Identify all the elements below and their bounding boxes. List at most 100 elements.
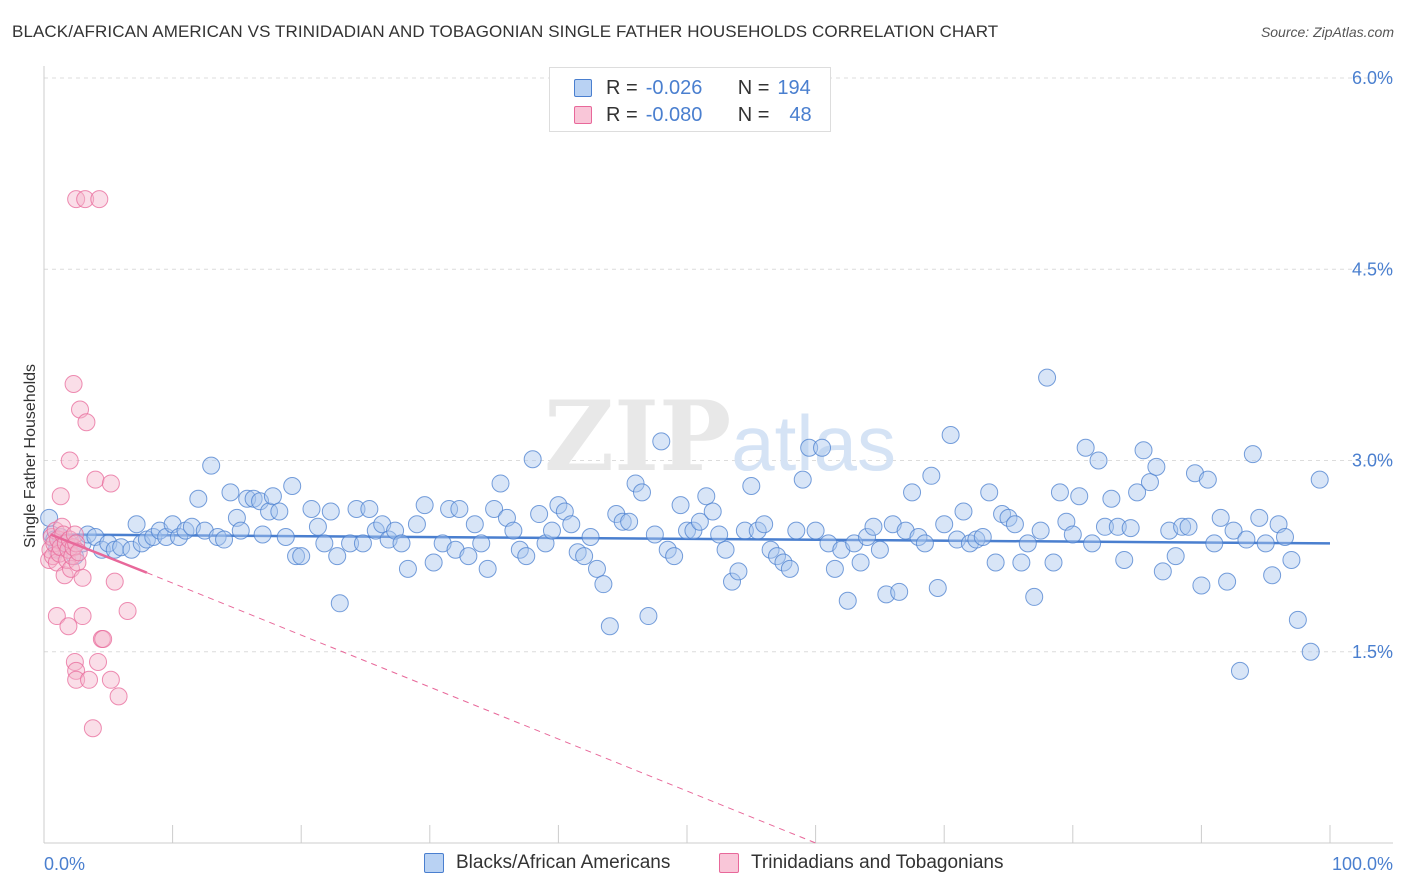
y-tick-label: 6.0% — [1352, 68, 1393, 88]
data-point — [1179, 517, 1198, 536]
data-point — [813, 438, 832, 457]
data-point — [787, 521, 806, 540]
data-point — [353, 534, 372, 553]
data-point — [562, 515, 581, 534]
y-tick-label: 3.0% — [1352, 451, 1393, 471]
y-tick-labels: 1.5% 3.0% 4.5% 6.0% — [1352, 68, 1393, 662]
data-point — [780, 559, 799, 578]
data-point — [440, 499, 459, 518]
legend-n-value: 48 — [789, 103, 812, 126]
data-point — [549, 496, 568, 515]
data-point — [716, 540, 735, 559]
data-point — [105, 572, 124, 591]
data-point — [864, 517, 883, 536]
data-point — [101, 670, 120, 689]
data-point — [221, 483, 240, 502]
data-point — [1063, 525, 1082, 544]
data-point — [360, 499, 379, 518]
legend-r-value: -0.026 — [645, 76, 703, 99]
data-point — [581, 528, 600, 546]
data-point — [1108, 517, 1127, 536]
data-point — [459, 547, 478, 566]
y-tick-label: 1.5% — [1352, 642, 1393, 662]
data-point — [1134, 441, 1153, 460]
legend-swatch-blue — [574, 79, 592, 97]
data-point — [276, 528, 295, 546]
data-point — [986, 553, 1005, 572]
data-point — [67, 190, 86, 209]
data-point — [263, 487, 282, 506]
data-point — [1224, 521, 1243, 540]
data-point — [315, 534, 334, 553]
series-legend: Blacks/African Americans Trinidadians an… — [0, 850, 1406, 878]
data-point — [73, 607, 92, 626]
legend-item-label: Trinidadians and Tobagonians — [751, 852, 1004, 873]
data-point — [645, 525, 664, 544]
data-point — [308, 517, 327, 536]
data-point — [90, 190, 109, 209]
data-point — [703, 502, 722, 521]
data-point — [189, 489, 208, 508]
watermark: ZIPatlas — [544, 380, 896, 493]
legend-row-pink: R = -0.080 N = 48 — [550, 101, 812, 129]
data-point — [690, 512, 709, 531]
data-point — [1288, 610, 1307, 629]
data-point — [928, 579, 947, 597]
legend-swatch-pink — [719, 853, 739, 873]
y-tick-label: 4.5% — [1352, 259, 1393, 279]
data-point — [1256, 534, 1275, 553]
data-point — [697, 487, 716, 506]
data-point — [415, 496, 434, 515]
data-point — [973, 528, 992, 546]
data-point — [941, 426, 960, 444]
data-point — [321, 502, 340, 521]
data-point — [347, 499, 366, 518]
data-point — [1076, 438, 1095, 457]
data-point — [1218, 572, 1237, 591]
data-point — [302, 499, 321, 518]
data-point — [523, 450, 542, 469]
data-point — [55, 566, 74, 585]
data-point — [658, 540, 677, 559]
data-point — [684, 521, 703, 540]
data-point — [742, 477, 761, 495]
watermark-zip: ZIP — [544, 380, 731, 493]
series-blacks-african-americans — [40, 368, 1329, 680]
data-point — [1128, 483, 1147, 502]
trend-line-pink-extended — [146, 572, 816, 844]
data-point — [517, 547, 536, 566]
data-point — [710, 525, 729, 544]
data-point — [793, 470, 812, 489]
data-point — [915, 534, 934, 553]
data-point — [122, 540, 141, 559]
legend-item-blacks[interactable]: Blacks/African Americans — [424, 852, 670, 874]
data-point — [76, 190, 95, 209]
data-point — [424, 553, 443, 572]
data-point — [1230, 661, 1249, 680]
legend-r-label: R = — [606, 76, 638, 99]
data-point — [922, 466, 941, 485]
legend-row-blue: R = -0.026 N = 194 — [550, 74, 811, 102]
data-point — [127, 515, 146, 534]
data-point — [341, 534, 360, 553]
data-point — [260, 502, 279, 521]
x-tick-label: 100.0% — [1332, 854, 1393, 874]
data-point — [1083, 534, 1102, 553]
data-point — [1070, 487, 1089, 506]
data-point — [59, 617, 78, 636]
data-point — [903, 483, 922, 502]
data-point — [1147, 457, 1166, 476]
data-point — [112, 538, 131, 557]
source-label: Source: ZipAtlas.com — [1260, 24, 1394, 40]
data-point — [485, 499, 504, 518]
data-point — [851, 553, 870, 572]
data-point — [287, 547, 306, 566]
legend-item-trinidadians[interactable]: Trinidadians and Tobagonians — [719, 852, 1003, 874]
data-point — [1089, 451, 1108, 470]
data-point — [1205, 534, 1224, 553]
data-point — [768, 547, 787, 566]
data-point — [632, 483, 651, 502]
data-point — [1025, 587, 1044, 606]
data-point — [330, 594, 349, 613]
data-point — [999, 508, 1018, 527]
